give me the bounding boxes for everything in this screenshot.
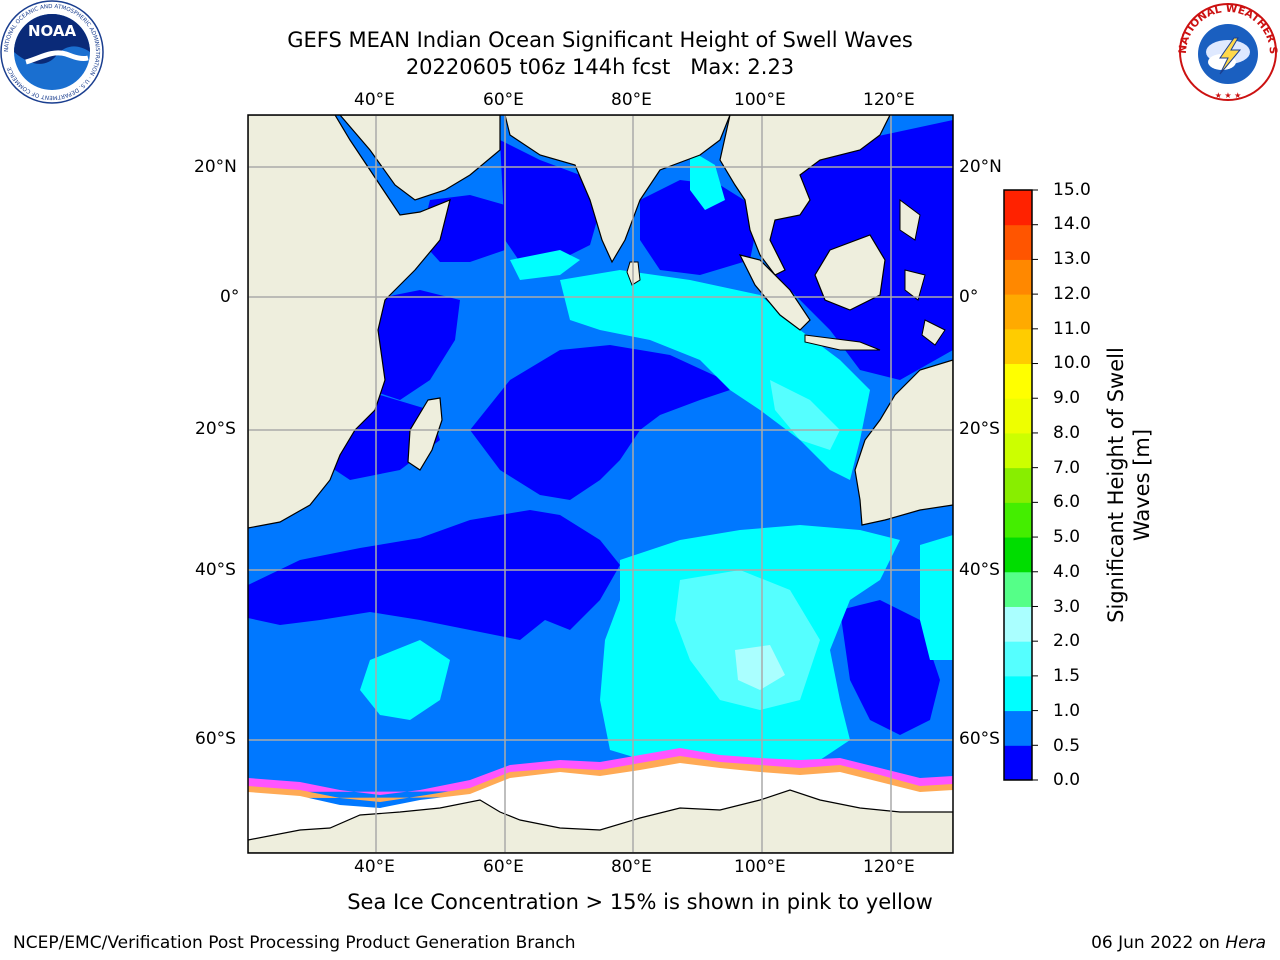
map-title: GEFS MEAN Indian Ocean Significant Heigh… (287, 28, 913, 52)
x-tick-bottom: 40°E (354, 857, 395, 877)
x-tick-top: 80°E (611, 90, 652, 110)
colorbar-swatch (1004, 398, 1032, 434)
x-tick-top: 120°E (863, 90, 915, 110)
swell-band-high (920, 535, 953, 660)
x-tick-bottom: 120°E (863, 857, 915, 877)
colorbar-swatch (1004, 467, 1032, 503)
swell-band-high (510, 250, 580, 280)
colorbar-swatch (1004, 294, 1032, 330)
noaa-logo-text: NOAA (28, 22, 77, 40)
colorbar-tick: 5.0 (1053, 527, 1081, 547)
x-tick-top: 100°E (734, 90, 786, 110)
footer-date-text: 06 Jun 2022 on (1091, 933, 1226, 953)
swell-band-low (840, 600, 940, 735)
colorbar-swatch (1004, 190, 1032, 226)
colorbar (1003, 189, 1038, 781)
colorbar-tick: 13.0 (1053, 249, 1091, 269)
java-land (804, 334, 881, 351)
footer-date: 06 Jun 2022 on Hera (1091, 933, 1266, 953)
colorbar-label: Significant Height of Swell Waves [m] (1104, 347, 1154, 623)
y-tick-right: 20°N (959, 157, 1002, 177)
colorbar-swatch (1004, 224, 1032, 260)
colorbar-tick: 12.0 (1053, 284, 1091, 304)
swell-band-peak (770, 380, 840, 450)
swell-band-high (690, 150, 725, 210)
swell-band-low (470, 345, 730, 500)
colorbar-swatch (1004, 641, 1032, 677)
colorbar-swatch (1004, 571, 1032, 607)
colorbar-swatch (1004, 675, 1032, 712)
y-tick-right: 0° (959, 287, 979, 307)
colorbar-swatch (1004, 432, 1032, 469)
colorbar-tick: 15.0 (1053, 180, 1091, 200)
y-tick-left: 60°S (195, 729, 236, 749)
swell-band-low (640, 180, 760, 275)
colorbar-swatch (1004, 745, 1032, 781)
noaa-logo: NATIONAL OCEANIC AND ATMOSPHERIC ADMINIS… (0, 0, 104, 104)
swell-band-peak (735, 645, 785, 690)
colorbar-swatch (1004, 363, 1032, 399)
x-tick-top: 40°E (354, 90, 395, 110)
colorbar-swatch (1004, 537, 1032, 573)
map-area (248, 115, 953, 853)
swell-band-low (248, 510, 620, 640)
colorbar-tick: 1.5 (1053, 666, 1081, 686)
swell-band-high (360, 640, 450, 720)
islands-land (899, 199, 946, 346)
map-subtitle: 20220605 t06z 144h fcst Max: 2.23 (405, 55, 795, 79)
map-gridlines (248, 115, 953, 853)
sea-ice-caption: Sea Ice Concentration > 15% is shown in … (347, 890, 933, 914)
y-tick-right: 60°S (959, 729, 1000, 749)
india-land (504, 115, 731, 264)
colorbar-swatch (1004, 710, 1032, 746)
y-tick-left: 20°S (195, 419, 236, 439)
colorbar-tick: 0.5 (1053, 736, 1081, 756)
australia-land (854, 359, 953, 526)
colorbar-swatch (1004, 328, 1032, 365)
colorbar-tick: 11.0 (1053, 319, 1091, 339)
x-tick-bottom: 80°E (611, 857, 652, 877)
colorbar-tick: 2.0 (1053, 631, 1081, 651)
footer-host: Hera (1225, 933, 1266, 953)
x-tick-bottom: 100°E (734, 857, 786, 877)
x-tick-top: 60°E (483, 90, 524, 110)
antarctica-land (248, 789, 953, 853)
borneo-land (814, 234, 886, 311)
y-tick-left: 20°N (194, 157, 237, 177)
africa-land (248, 115, 451, 529)
colorbar-tick: 10.0 (1053, 353, 1091, 373)
colorbar-swatch (1004, 606, 1032, 642)
sumatra-land (738, 254, 811, 331)
colorbar-frame (1003, 189, 1033, 781)
y-tick-left: 40°S (195, 560, 236, 580)
colorbar-tick: 6.0 (1053, 492, 1081, 512)
map-frame (247, 114, 954, 854)
colorbar-tick: 0.0 (1053, 770, 1081, 790)
colorbar-tick: 8.0 (1053, 423, 1081, 443)
y-tick-left: 0° (220, 287, 240, 307)
colorbar-tick: 4.0 (1053, 562, 1081, 582)
y-tick-right: 40°S (959, 560, 1000, 580)
colorbar-swatch (1004, 502, 1032, 538)
colorbar-tick: 9.0 (1053, 388, 1081, 408)
svg-text:★ ★ ★: ★ ★ ★ (1215, 91, 1242, 100)
colorbar-tick: 3.0 (1053, 597, 1081, 617)
colorbar-tick: 14.0 (1053, 214, 1091, 234)
swell-band-low (360, 290, 460, 400)
y-tick-right: 20°S (959, 419, 1000, 439)
colorbar-tick: 7.0 (1053, 458, 1081, 478)
colorbar-swatch (1004, 259, 1032, 295)
arabia-land (339, 115, 501, 201)
colorbar-tick: 1.0 (1053, 701, 1081, 721)
nws-logo: NATIONAL WEATHER SERVICE ★ ★ ★ (1176, 2, 1279, 101)
swell-band-low (500, 140, 600, 262)
x-tick-bottom: 60°E (483, 857, 524, 877)
madagascar-land (407, 397, 443, 471)
footer-credit: NCEP/EMC/Verification Post Processing Pr… (13, 933, 576, 953)
